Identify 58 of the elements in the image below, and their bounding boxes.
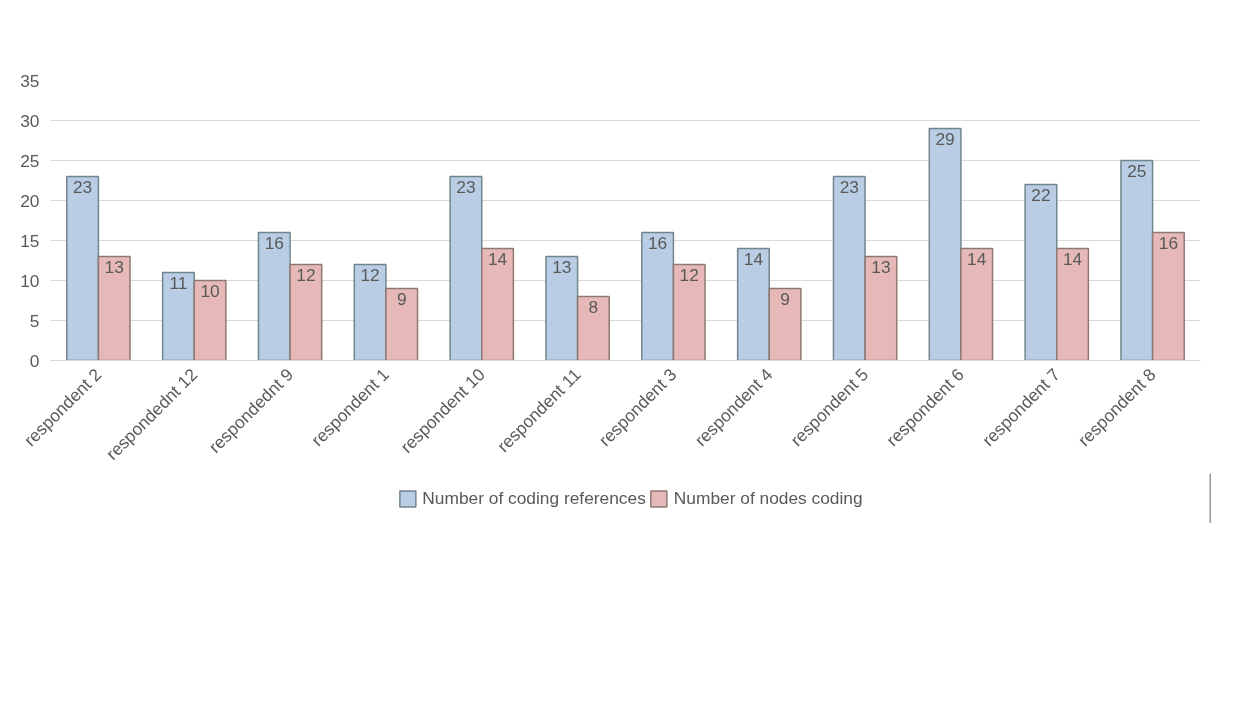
bar bbox=[928, 127, 962, 361]
bar bbox=[832, 175, 866, 361]
data-label: 13 bbox=[871, 256, 891, 277]
y-tick-label: 5 bbox=[29, 310, 40, 331]
y-tick-label: 15 bbox=[20, 230, 40, 251]
data-label: 23 bbox=[456, 176, 476, 197]
data-label: 23 bbox=[839, 176, 859, 197]
legend-label: Number of coding references bbox=[422, 487, 646, 509]
data-label: 13 bbox=[552, 256, 572, 277]
data-label: 12 bbox=[296, 264, 316, 285]
bar bbox=[1056, 247, 1090, 361]
y-tick-label: 20 bbox=[20, 190, 40, 211]
y-tick-label: 0 bbox=[29, 350, 40, 371]
data-label: 16 bbox=[1158, 232, 1179, 253]
bar bbox=[193, 279, 227, 361]
bar bbox=[1120, 159, 1154, 361]
bar bbox=[672, 263, 706, 361]
y-tick-label: 30 bbox=[20, 110, 40, 131]
bar bbox=[960, 247, 994, 361]
bar bbox=[353, 263, 387, 361]
data-label: 14 bbox=[487, 248, 508, 269]
data-label: 25 bbox=[1127, 160, 1147, 181]
data-label: 8 bbox=[588, 296, 599, 317]
bar bbox=[257, 231, 291, 361]
bar bbox=[576, 295, 610, 361]
bar bbox=[289, 263, 323, 361]
data-label: 29 bbox=[935, 128, 955, 149]
data-label: 13 bbox=[104, 256, 124, 277]
bar bbox=[736, 247, 770, 361]
data-label: 14 bbox=[1062, 248, 1083, 269]
bar bbox=[1024, 183, 1058, 361]
bar bbox=[97, 255, 131, 361]
data-label: 10 bbox=[200, 280, 220, 301]
bar bbox=[1151, 231, 1185, 361]
data-label: 23 bbox=[72, 176, 93, 197]
y-tick-label: 10 bbox=[20, 270, 40, 291]
legend-label: Number of nodes coding bbox=[673, 487, 863, 509]
bar bbox=[641, 231, 675, 361]
data-label: 9 bbox=[396, 288, 407, 309]
data-label: 9 bbox=[780, 288, 790, 309]
data-label: 16 bbox=[264, 232, 284, 253]
bar bbox=[449, 175, 483, 361]
bar bbox=[385, 287, 419, 361]
bar bbox=[66, 175, 100, 361]
data-label: 12 bbox=[360, 264, 380, 285]
data-label: 16 bbox=[647, 232, 668, 253]
data-label: 14 bbox=[743, 248, 764, 269]
bar bbox=[768, 287, 802, 361]
bar bbox=[545, 255, 579, 361]
data-label: 22 bbox=[1031, 184, 1051, 205]
data-label: 12 bbox=[679, 264, 699, 285]
bar bbox=[481, 247, 515, 361]
y-tick-label: 35 bbox=[20, 70, 40, 91]
data-label: 14 bbox=[967, 248, 987, 269]
bar bbox=[161, 271, 195, 361]
bar bbox=[864, 255, 898, 361]
data-label: 11 bbox=[169, 272, 188, 293]
y-tick-label: 25 bbox=[20, 150, 40, 171]
